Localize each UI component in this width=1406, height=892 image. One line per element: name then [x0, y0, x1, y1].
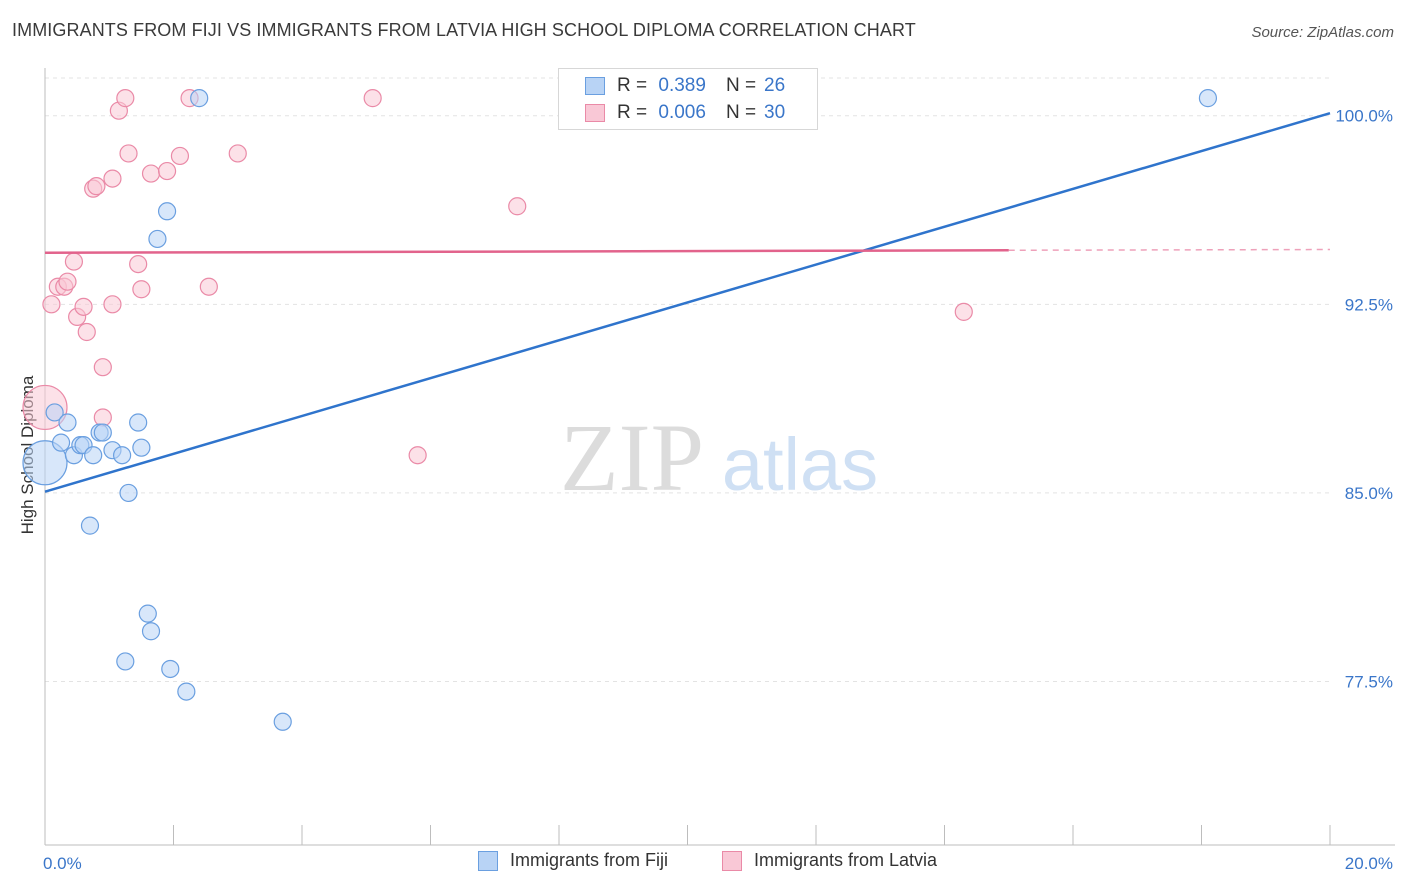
latvia-n-value: 30	[764, 102, 786, 123]
fiji-point	[22, 440, 68, 486]
latvia-point	[508, 197, 527, 216]
latvia-point	[103, 295, 122, 314]
watermark-atlas: atlas	[722, 423, 878, 506]
latvia-point	[157, 161, 177, 181]
fiji-point	[84, 446, 103, 465]
watermark-zip: ZIP	[560, 404, 704, 511]
latvia-point	[77, 322, 96, 342]
fiji-point	[148, 229, 167, 249]
latvia-point	[116, 89, 135, 108]
latvia-point	[129, 254, 148, 274]
fiji-point	[138, 604, 157, 623]
latvia-swatch	[585, 104, 605, 122]
fiji-trend-line	[44, 112, 1331, 493]
x-tick-label: 20.0%	[1345, 854, 1393, 873]
fiji-point	[45, 403, 64, 422]
fiji-point	[273, 712, 292, 731]
fiji-point	[58, 413, 77, 432]
latvia-point	[93, 358, 112, 377]
fiji-point	[132, 438, 151, 457]
legend-label-latvia: Immigrants from Latvia	[754, 850, 938, 870]
latvia-r-value: 0.006	[658, 102, 706, 123]
fiji-point	[1198, 89, 1218, 108]
latvia-point	[170, 146, 190, 166]
latvia-point	[87, 177, 106, 196]
latvia-trend-line	[44, 249, 1009, 255]
legend: Immigrants from Fiji Immigrants from Lat…	[0, 850, 1406, 878]
fiji-point	[119, 483, 138, 503]
stats-box: R = 0.389 N = 26 R = 0.006 N = 30	[558, 68, 818, 130]
fiji-swatch	[585, 77, 605, 95]
fiji-point	[112, 446, 132, 465]
fiji-point	[51, 433, 71, 452]
stats-row-latvia: R = 0.006 N = 30	[559, 101, 785, 125]
latvia-point	[228, 144, 247, 163]
fiji-point	[190, 89, 209, 108]
fiji-r-value: 0.389	[658, 75, 706, 96]
fiji-point	[80, 516, 100, 535]
latvia-point	[954, 302, 973, 321]
r-label: R =	[617, 75, 648, 96]
latvia-point	[363, 89, 382, 108]
r-label: R =	[617, 102, 648, 123]
legend-label-fiji: Immigrants from Fiji	[510, 850, 669, 870]
y-tick-label: 85.0%	[1345, 484, 1393, 503]
fiji-point	[141, 622, 161, 641]
source-label: Source: ZipAtlas.com	[1251, 24, 1394, 41]
latvia-point	[199, 277, 218, 296]
fiji-point	[177, 682, 196, 701]
fiji-point	[129, 413, 148, 432]
chart-title: IMMIGRANTS FROM FIJI VS IMMIGRANTS FROM …	[12, 20, 916, 40]
latvia-trend-extension	[1008, 248, 1331, 252]
x-tick-label: 0.0%	[43, 854, 82, 873]
y-tick-label: 77.5%	[1345, 673, 1393, 692]
legend-item-latvia[interactable]: Immigrants from Latvia	[722, 850, 937, 871]
fiji-point	[157, 202, 177, 221]
fiji-legend-swatch	[478, 850, 498, 871]
n-label: N =	[725, 75, 757, 96]
fiji-point	[93, 423, 112, 442]
latvia-point	[408, 446, 427, 465]
fiji-point	[161, 659, 180, 679]
latvia-point	[93, 408, 112, 427]
fiji-point	[116, 652, 135, 671]
latvia-point	[64, 252, 84, 271]
y-tick-label: 92.5%	[1345, 295, 1393, 314]
latvia-point	[42, 295, 61, 314]
latvia-point	[141, 164, 161, 183]
latvia-point	[132, 280, 151, 299]
latvia-point	[103, 169, 122, 188]
latvia-point	[74, 297, 93, 316]
latvia-legend-swatch	[722, 850, 742, 871]
fiji-n-value: 26	[764, 75, 786, 96]
latvia-point	[119, 144, 138, 163]
legend-item-fiji[interactable]: Immigrants from Fiji	[478, 850, 668, 871]
y-tick-label: 100.0%	[1335, 107, 1393, 126]
n-label: N =	[725, 102, 757, 123]
stats-row-fiji: R = 0.389 N = 26	[559, 74, 785, 98]
latvia-point	[58, 272, 77, 291]
